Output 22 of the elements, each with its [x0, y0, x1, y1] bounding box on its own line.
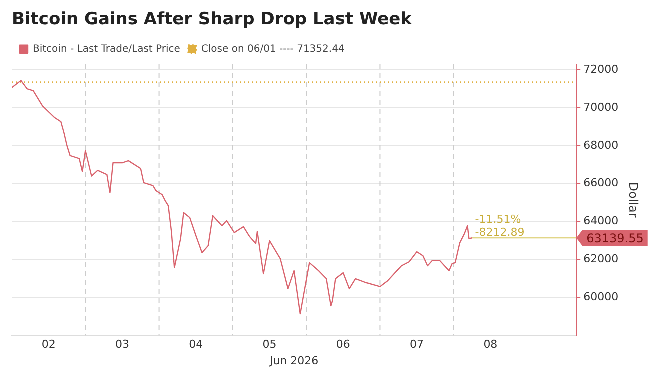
annotation: -11.51%: [475, 212, 522, 226]
x-tick-label: 02: [42, 338, 56, 352]
chart-title: Bitcoin Gains After Sharp Drop Last Week: [12, 10, 413, 30]
legend-label: Close on 06/01 ---- 71352.44: [201, 44, 345, 55]
data-label: 63139.55: [586, 231, 644, 246]
y-tick-label: 62000: [584, 252, 619, 266]
annotation: -8212.89: [475, 226, 525, 239]
x-tick-label: 08: [484, 338, 498, 352]
y-tick-label: 70000: [584, 100, 619, 114]
y-tick-label: 64000: [584, 214, 619, 228]
y-tick-label: 66000: [584, 176, 619, 190]
y-tick-label: 72000: [584, 62, 619, 76]
y-axis-title: Dollar: [626, 182, 641, 218]
x-axis-title: Jun 2026: [268, 354, 319, 368]
x-tick-label: 05: [262, 338, 277, 352]
x-tick-label: 04: [189, 338, 204, 352]
y-tick-label: 60000: [584, 290, 619, 304]
legend-label: Bitcoin - Last Trade/Last Price: [33, 44, 180, 55]
x-tick-label: 03: [115, 338, 130, 352]
x-tick-label: 06: [336, 338, 350, 352]
x-tick-label: 07: [410, 338, 424, 352]
y-tick-label: 68000: [584, 138, 619, 152]
